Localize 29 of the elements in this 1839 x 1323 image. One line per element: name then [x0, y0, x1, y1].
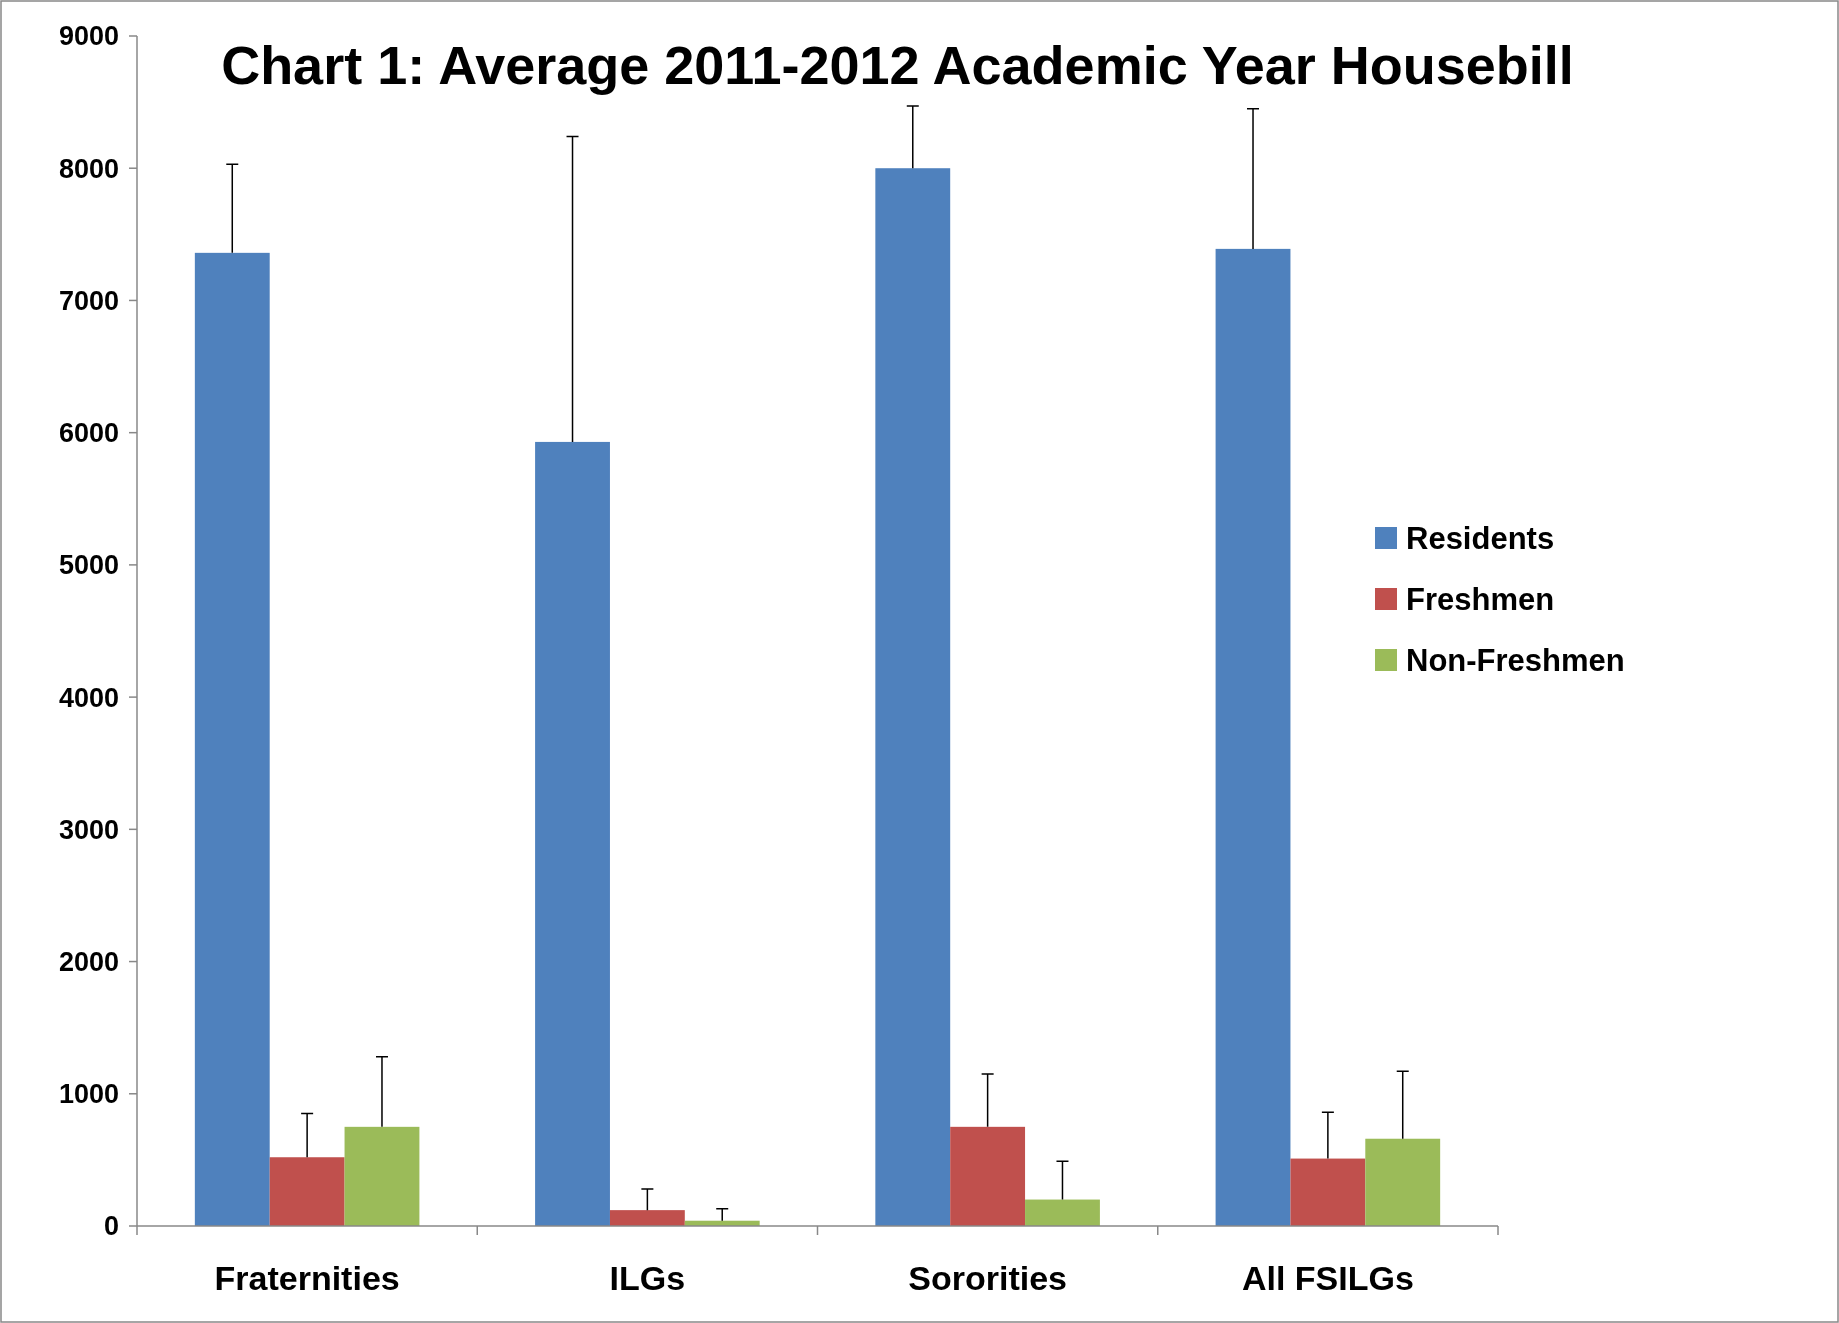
bar	[875, 168, 951, 1226]
legend-label: Freshmen	[1406, 581, 1555, 617]
y-tick-label: 0	[103, 1211, 119, 1242]
legend-label: Non-Freshmen	[1406, 642, 1625, 678]
bar	[1290, 1158, 1366, 1226]
y-tick-label: 9000	[58, 21, 119, 52]
y-tick-label: 7000	[58, 285, 119, 316]
bar	[194, 252, 270, 1226]
bar	[1215, 248, 1291, 1226]
bar	[950, 1126, 1026, 1226]
x-tick-label: Fraternities	[214, 1259, 400, 1297]
y-tick-label: 4000	[58, 682, 119, 713]
y-tick-label: 1000	[58, 1079, 119, 1110]
chart-title: Chart 1: Average 2011-2012 Academic Year Housebill	[221, 35, 1574, 95]
legend-label: Residents	[1406, 520, 1555, 556]
bar	[269, 1157, 345, 1226]
y-tick-label: 6000	[58, 418, 119, 449]
y-tick-label: 5000	[58, 550, 119, 581]
bar	[1365, 1138, 1441, 1226]
x-tick-label: All FSILGs	[1241, 1259, 1414, 1297]
y-tick-label: 2000	[58, 947, 119, 978]
y-tick-label: 8000	[58, 153, 119, 184]
x-tick-label: Sororities	[908, 1259, 1067, 1297]
bar	[1025, 1199, 1100, 1226]
bar	[344, 1126, 420, 1226]
bar	[609, 1210, 685, 1226]
bar	[535, 441, 610, 1226]
x-tick-label: ILGs	[609, 1259, 686, 1297]
y-tick-label: 3000	[58, 814, 119, 845]
